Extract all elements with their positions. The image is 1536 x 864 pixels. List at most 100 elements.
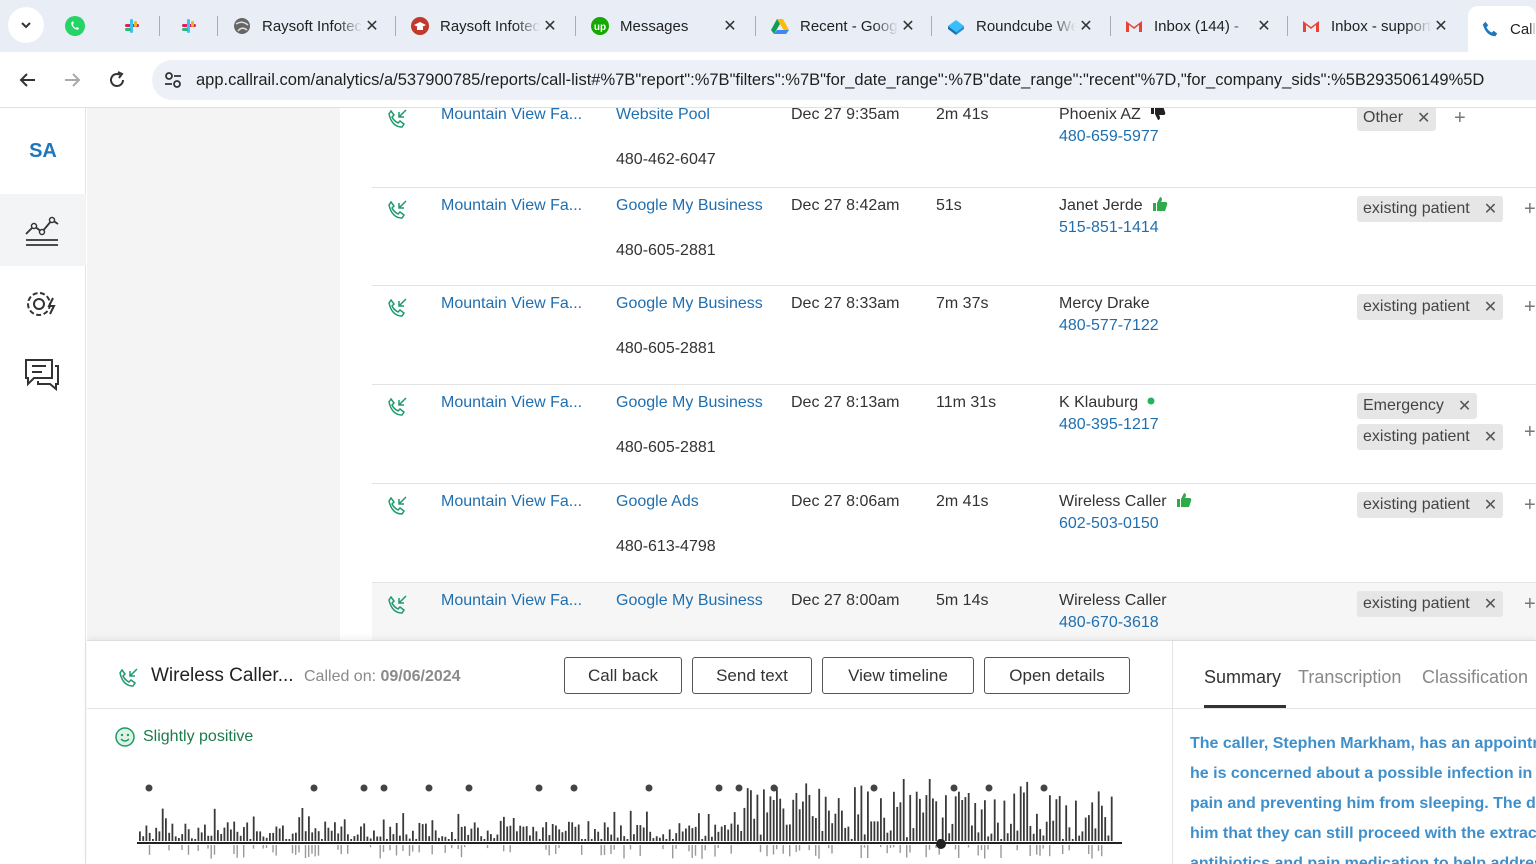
waveform-bar <box>987 836 990 841</box>
waveform-bar <box>376 836 379 841</box>
chat-bubbles-icon[interactable] <box>22 354 62 394</box>
add-tag-plus-icon[interactable]: + <box>1524 593 1536 615</box>
source-link[interactable]: Google Ads <box>616 493 699 510</box>
caller-phone-link[interactable]: 480-659-5977 <box>1059 128 1159 145</box>
close-icon[interactable]: ✕ <box>1079 18 1093 35</box>
company-link[interactable]: Mountain View Fa... <box>441 493 583 510</box>
tab-raysoft-2[interactable]: Raysoft Infotech ✕ <box>410 8 560 44</box>
table-row[interactable]: Mountain View Fa... Website Pool 480-462-6… <box>372 108 1536 188</box>
forward-button[interactable] <box>58 66 86 94</box>
waveform-bar <box>837 798 840 841</box>
waveform-bar <box>1084 817 1087 841</box>
view-timeline-button[interactable]: View timeline <box>822 657 974 694</box>
remove-tag-close-icon[interactable]: ✕ <box>1483 596 1498 613</box>
caller-phone-link[interactable]: 515-851-1414 <box>1059 219 1159 236</box>
close-icon[interactable]: ✕ <box>723 18 737 35</box>
reload-button[interactable] <box>103 66 131 94</box>
tag-chip[interactable]: existing patient ✕ <box>1357 294 1504 320</box>
pinned-tab-whatsapp[interactable] <box>60 11 90 41</box>
source-link[interactable]: Google My Business <box>616 394 763 411</box>
playhead-handle[interactable] <box>936 839 946 849</box>
close-icon[interactable]: ✕ <box>1434 18 1448 35</box>
analytics-chart-icon[interactable] <box>22 210 62 250</box>
source-link[interactable]: Google My Business <box>616 197 763 214</box>
remove-tag-close-icon[interactable]: ✕ <box>1417 110 1431 127</box>
table-row[interactable]: Mountain View Fa... Google Ads 480-613-479… <box>372 484 1536 583</box>
tab-messages[interactable]: up Messages ✕ <box>590 8 740 44</box>
tag-chip[interactable]: existing patient ✕ <box>1357 591 1504 617</box>
inbound-call-icon <box>388 496 407 515</box>
remove-tag-close-icon[interactable]: ✕ <box>1483 299 1498 316</box>
tag-chip[interactable]: existing patient ✕ <box>1357 196 1504 222</box>
gmail-icon <box>1126 21 1142 32</box>
call-back-button[interactable]: Call back <box>564 657 682 694</box>
tag-chip[interactable]: Emergency ✕ <box>1357 393 1478 419</box>
back-button[interactable] <box>14 66 42 94</box>
tab-raysoft-1[interactable]: Raysoft Infotech ✕ <box>232 8 382 44</box>
table-row[interactable]: Mountain View Fa... Google My Business 480… <box>372 286 1536 385</box>
account-logo[interactable]: SA <box>29 140 57 162</box>
tag-chip[interactable]: existing patient ✕ <box>1357 492 1504 518</box>
waveform-bar <box>967 793 970 841</box>
waveform-bar <box>1039 829 1042 841</box>
tab-roundcube[interactable]: Roundcube Webmail ✕ <box>946 8 1096 44</box>
table-row[interactable]: Mountain View Fa... Google My Business 480… <box>372 385 1536 484</box>
caller-phone-link[interactable]: 602-503-0150 <box>1059 515 1159 532</box>
remove-tag-close-icon[interactable]: ✕ <box>1457 398 1472 415</box>
company-link[interactable]: Mountain View Fa... <box>441 295 583 312</box>
table-row[interactable]: Mountain View Fa... Google My Business Dec… <box>372 583 1536 640</box>
caller-phone-link[interactable]: 480-670-3618 <box>1059 614 1159 631</box>
waveform-bar <box>818 845 820 859</box>
waveform-bar <box>581 845 583 855</box>
table-row[interactable]: Mountain View Fa... Google My Business 480… <box>372 188 1536 286</box>
tag-chip[interactable]: Other ✕ <box>1357 108 1437 131</box>
open-details-button[interactable]: Open details <box>984 657 1130 694</box>
company-link[interactable]: Mountain View Fa... <box>441 197 583 214</box>
close-icon[interactable]: ✕ <box>901 18 915 35</box>
tab-callrail-active[interactable]: Call <box>1468 6 1536 52</box>
tab-search-button[interactable] <box>8 7 44 43</box>
waveform-marker <box>870 784 878 792</box>
remove-tag-close-icon[interactable]: ✕ <box>1483 497 1498 514</box>
add-tag-plus-icon[interactable]: + <box>1524 494 1536 516</box>
tab-transcription[interactable]: Transcription <box>1298 667 1402 687</box>
add-tag-plus-icon[interactable]: + <box>1524 198 1536 220</box>
tab-gmail-inbox-1[interactable]: Inbox (144) - ✕ <box>1124 8 1274 44</box>
remove-tag-close-icon[interactable]: ✕ <box>1483 429 1498 446</box>
source-link[interactable]: Google My Business <box>616 592 763 609</box>
company-link[interactable]: Mountain View Fa... <box>441 108 583 123</box>
tab-gmail-inbox-2[interactable]: Inbox - support ✕ <box>1301 8 1451 44</box>
pinned-tab-slack-2[interactable] <box>174 11 204 41</box>
caller-phone-link[interactable]: 480-395-1217 <box>1059 416 1159 433</box>
waveform-bar <box>564 830 567 841</box>
add-tag-plus-icon[interactable]: + <box>1524 421 1536 443</box>
call-duration: 7m 37s <box>936 295 989 312</box>
close-icon[interactable]: ✕ <box>365 18 379 35</box>
tag-chip[interactable]: existing patient ✕ <box>1357 424 1504 450</box>
site-settings-icon[interactable] <box>162 69 184 91</box>
waveform-bar <box>711 836 713 841</box>
settings-gear-icon[interactable] <box>22 284 62 324</box>
waveform-bar <box>265 837 268 841</box>
waveform-bar <box>265 845 268 848</box>
add-tag-plus-icon[interactable]: + <box>1454 108 1466 129</box>
company-link[interactable]: Mountain View Fa... <box>441 592 583 609</box>
waveform-bar <box>460 845 463 858</box>
source-link[interactable]: Website Pool <box>616 108 710 123</box>
company-link[interactable]: Mountain View Fa... <box>441 394 583 411</box>
pinned-tab-slack-1[interactable] <box>117 11 147 41</box>
call-audio-waveform[interactable] <box>137 779 1122 864</box>
source-link[interactable]: Google My Business <box>616 295 763 312</box>
tab-google-drive[interactable]: Recent - Google Drive ✕ <box>770 8 918 44</box>
url-omnibox[interactable]: app.callrail.com/analytics/a/537900785/r… <box>152 60 1536 100</box>
add-tag-plus-icon[interactable]: + <box>1524 296 1536 318</box>
close-icon[interactable]: ✕ <box>543 18 557 35</box>
tab-classification[interactable]: Classification <box>1422 667 1529 687</box>
send-text-button[interactable]: Send text <box>692 657 812 694</box>
remove-tag-close-icon[interactable]: ✕ <box>1483 201 1498 218</box>
tab-summary[interactable]: Summary <box>1204 667 1282 687</box>
caller-phone-link[interactable]: 480-577-7122 <box>1059 317 1159 334</box>
close-icon[interactable]: ✕ <box>1257 18 1271 35</box>
waveform-bar <box>1062 839 1064 841</box>
waveform-bar <box>746 788 749 841</box>
